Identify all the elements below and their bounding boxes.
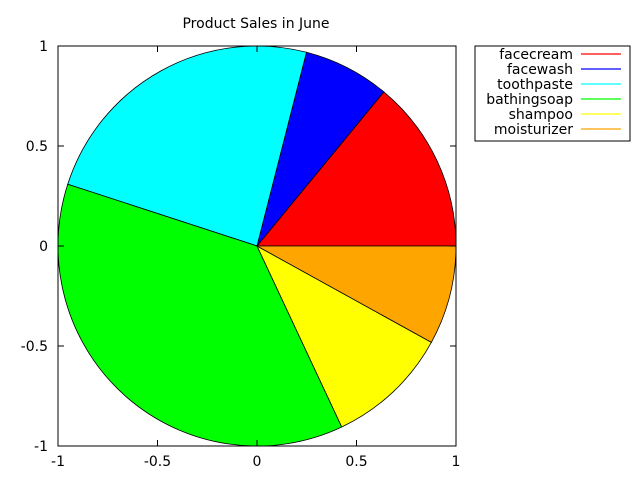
legend-label-moisturizer: moisturizer bbox=[494, 122, 573, 138]
legend-label-bathingsoap: bathingsoap bbox=[486, 92, 573, 108]
x-tick-label: 0.5 bbox=[345, 454, 367, 470]
x-tick-label: 0 bbox=[253, 454, 262, 470]
legend-box bbox=[474, 45, 631, 142]
pie-slice-toothpaste bbox=[67, 45, 307, 247]
x-tick-label: -0.5 bbox=[144, 454, 171, 470]
pie-slice-facecream bbox=[256, 91, 457, 247]
y-tick-label: -1 bbox=[34, 439, 48, 455]
chart-title: Product Sales in June bbox=[182, 16, 329, 32]
x-tick-label: 1 bbox=[452, 454, 461, 470]
y-tick-label: 0 bbox=[39, 239, 48, 255]
y-tick-label: 0.5 bbox=[26, 139, 48, 155]
legend-label-toothpaste: toothpaste bbox=[497, 77, 573, 93]
y-tick-label: 1 bbox=[39, 39, 48, 55]
x-tick-label: -1 bbox=[51, 454, 65, 470]
pie-slice-shampoo bbox=[256, 245, 432, 428]
legend-label-facecream: facecream bbox=[499, 47, 573, 63]
y-tick-label: -0.5 bbox=[21, 339, 48, 355]
legend-label-facewash: facewash bbox=[507, 62, 573, 78]
legend-label-shampoo: shampoo bbox=[509, 107, 573, 123]
